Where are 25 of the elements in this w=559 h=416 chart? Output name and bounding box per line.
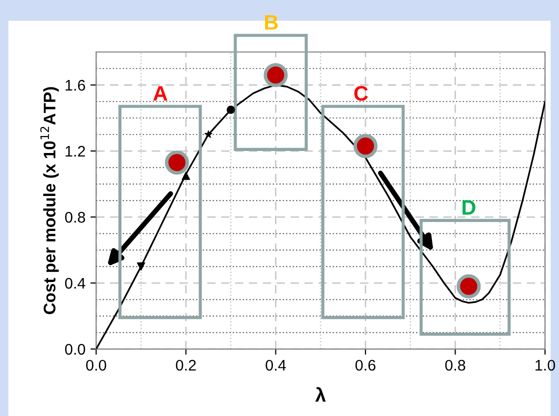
x-tick-label: 0.4 [266,360,286,371]
y-tick-label: 0.8 [65,212,86,223]
x-tick-label: 0.0 [86,360,106,371]
annotation: D [462,200,476,215]
point [204,130,212,138]
point [136,262,146,271]
point [226,106,235,114]
x-tick-label: 0.6 [355,360,376,371]
y-tick-label: 1.2 [66,146,85,157]
y-tick-label: 0.4 [65,278,86,289]
x-tick-label: 0.2 [176,360,196,371]
y-tick-label: 1.6 [66,80,86,91]
x-tick-label: 0.8 [445,360,466,371]
point [182,172,190,180]
point [264,63,288,88]
point [164,150,189,175]
point [456,274,481,298]
point [353,134,378,158]
annotation: A [153,86,168,101]
x-tick-label: 1.0 [536,360,556,371]
y-axis-title: Cost per module (x 10$^{12}$ATP) [40,87,59,314]
annotation: C [354,86,368,101]
y-tick-label: 0.0 [65,344,86,355]
text: B [265,15,278,30]
x-axis-title: λ [315,387,326,402]
